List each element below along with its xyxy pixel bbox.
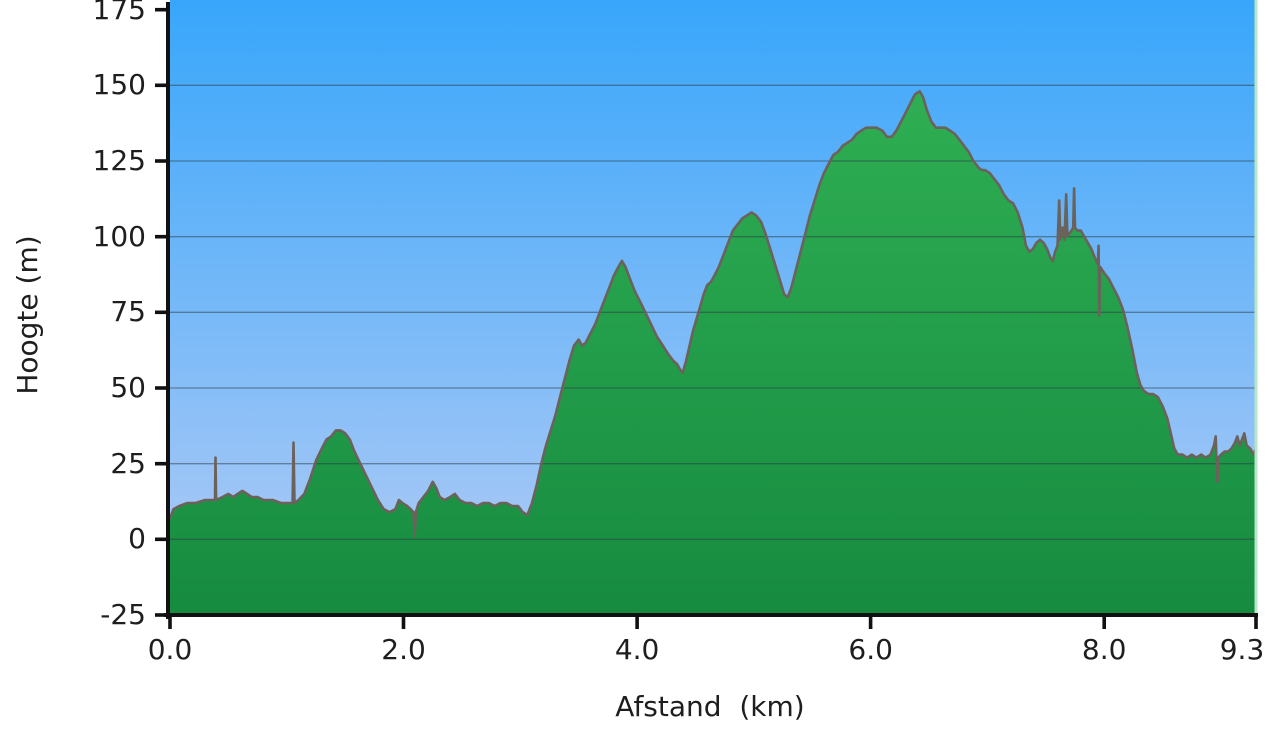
x-tick-label: 6.0	[848, 633, 893, 666]
x-tick-label: 0.0	[147, 633, 193, 666]
x-tick-label: 2.0	[381, 633, 426, 666]
y-tick-mark	[155, 386, 170, 390]
x-tick-label: 9.3	[1219, 633, 1265, 666]
x-tick-mark	[168, 615, 172, 629]
y-tick-mark	[155, 461, 170, 466]
x-axis-title: Afstand (km)	[615, 690, 805, 723]
x-axis-line	[164, 613, 1258, 617]
elevation-area	[170, 91, 1256, 615]
x-tick-marks	[168, 615, 1258, 629]
x-tick-mark	[635, 615, 639, 629]
y-tick-marks	[155, 7, 170, 617]
y-tick-mark	[155, 83, 170, 88]
y-tick-mark	[155, 537, 170, 542]
y-tick-mark	[155, 234, 170, 239]
gridlines	[170, 84, 1256, 540]
y-tick-label: 50	[110, 371, 146, 404]
x-tick-mark	[1254, 615, 1258, 629]
y-tick-label: 0	[128, 522, 146, 556]
plot-right-border	[1254, 0, 1258, 615]
y-axis-title: Hoogte (m)	[11, 235, 44, 395]
y-tick-label: 75	[110, 295, 146, 329]
y-tick-label: 25	[110, 446, 146, 480]
y-tick-label: -25	[100, 598, 146, 631]
x-tick-label: 8.0	[1081, 633, 1127, 666]
y-tick-label: 175	[92, 0, 146, 26]
y-tick-mark	[155, 613, 170, 617]
x-tick-mark	[401, 615, 406, 629]
y-tick-mark	[155, 159, 170, 163]
x-tick-mark	[868, 615, 873, 629]
y-tick-label: 100	[92, 219, 146, 253]
x-tick-mark	[1102, 615, 1106, 629]
y-tick-mark	[155, 7, 170, 12]
y-tick-label: 150	[92, 68, 146, 102]
elevation-outline	[168, 90, 1258, 538]
y-tick-mark	[155, 310, 170, 315]
y-tick-label: 125	[92, 144, 146, 177]
x-tick-label: 4.0	[614, 633, 660, 666]
